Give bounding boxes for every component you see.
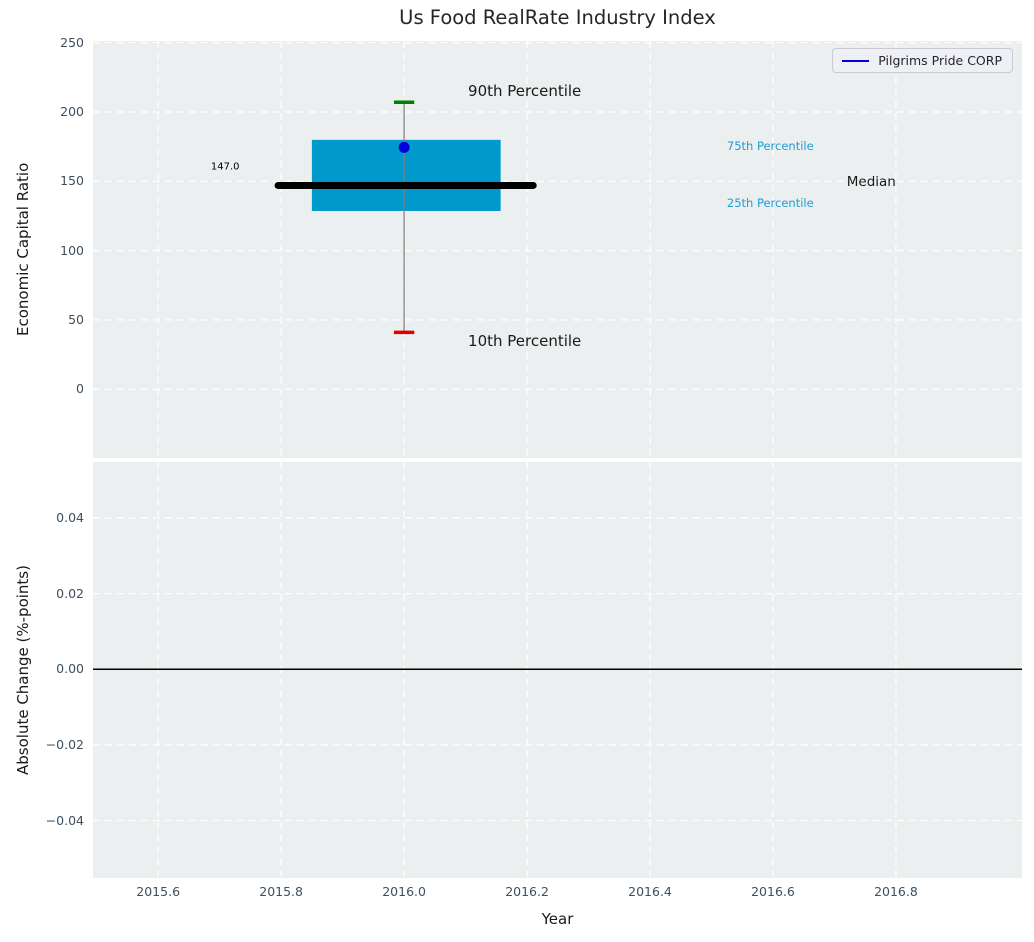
x-tick-label: 2016.6 [751,884,795,899]
annotation: Median [846,173,896,190]
y-tick-label: −0.04 [45,812,84,828]
x-tick-label: 2016.8 [874,884,918,899]
annotation: 75th Percentile [726,138,814,153]
plot-canvas [93,41,1022,458]
x-tick-label: 2016.4 [628,884,672,899]
y-tick-label: 0.02 [56,585,84,601]
company-point [398,141,410,153]
y-tick-label: 50 [68,311,84,327]
y-tick-label: 0.00 [56,661,84,677]
x-tick-label: 2015.8 [259,884,303,899]
top-panel: 90th Percentile 10th Percentile 147.0 75th … [93,41,1022,458]
y-tick-label: 100 [60,242,84,258]
annotation: 90th Percentile [468,81,582,100]
bottom-panel [93,462,1022,878]
y-tick-label: 0.04 [56,509,84,525]
annotation: 25th Percentile [726,195,814,210]
legend: Pilgrims Pride CORP [832,48,1013,73]
x-tick-label: 2015.6 [136,884,181,899]
y-tick-label: 0 [76,381,84,397]
chart-title: Us Food RealRate Industry Index [399,6,716,29]
y-tick-label: 150 [60,173,84,189]
annotation: 147.0 [210,161,240,173]
plot-canvas [93,462,1022,878]
annotation: 10th Percentile [468,331,582,350]
y-tick-label: −0.02 [45,736,84,752]
x-tick-label: 2016.0 [382,884,426,899]
x-axis-label: Year [541,910,574,928]
x-tick-label: 2016.2 [505,884,549,899]
y-tick-label: 250 [60,34,84,50]
legend-line-icon [842,59,870,62]
bottom-y-axis-label: Absolute Change (%-points) [14,565,32,775]
y-tick-label: 200 [60,103,84,119]
top-y-axis-label: Economic Capital Ratio [14,162,32,337]
legend-label: Pilgrims Pride CORP [878,53,1002,68]
